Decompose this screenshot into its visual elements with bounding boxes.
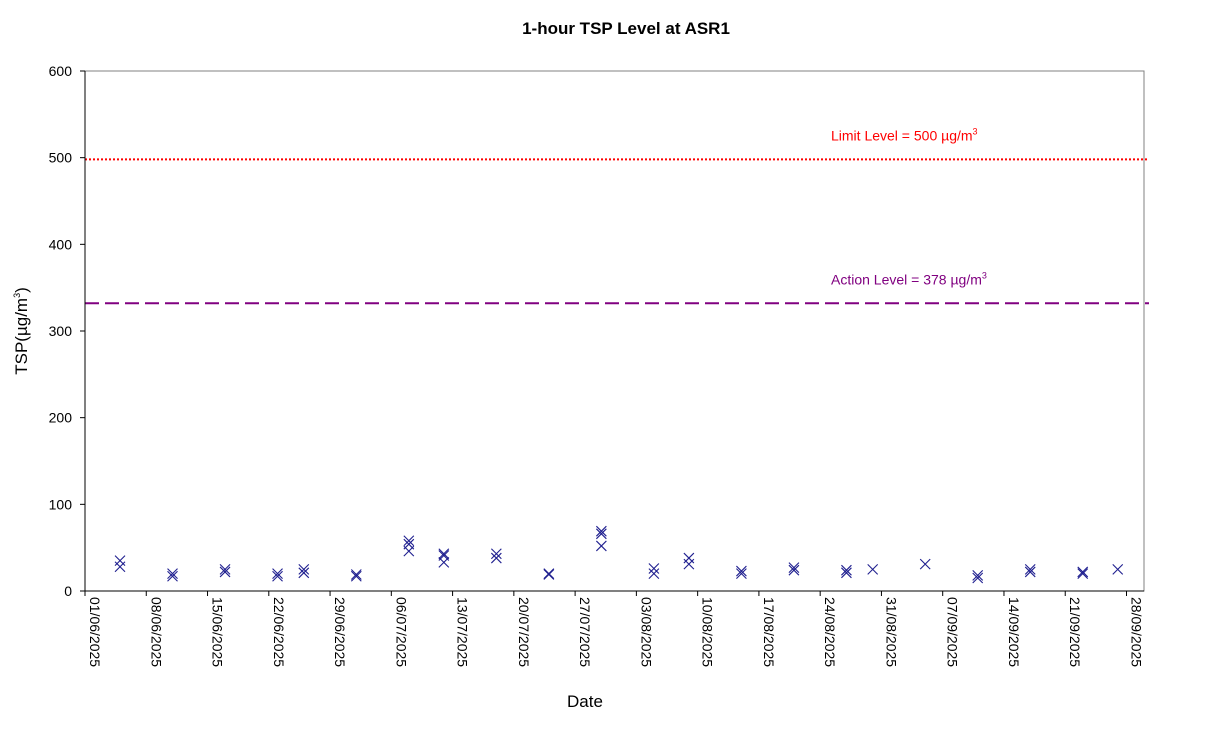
- y-tick-label: 400: [49, 236, 73, 252]
- x-axis: 01/06/2025 08/06/2025 15/06/2025 22/06/2025…: [84, 590, 1144, 667]
- action-level-label-text: Action Level = 378: [831, 271, 950, 287]
- x-tick-label: 28/09/2025: [1128, 597, 1144, 667]
- y-tick-label: 300: [49, 323, 73, 339]
- data-point: [1024, 563, 1036, 575]
- data-point: [841, 564, 852, 576]
- data-point: [648, 568, 660, 580]
- chart-title: 1-hour TSP Level at ASR1: [522, 19, 730, 38]
- data-point: [219, 566, 231, 578]
- limit-level-label-sup: 3: [973, 126, 978, 136]
- data-point: [167, 570, 178, 582]
- data-point: [490, 552, 502, 564]
- data-point: [972, 570, 984, 581]
- data-point: [788, 564, 800, 576]
- action-level-label-sup: 3: [982, 270, 987, 280]
- data-point: [595, 540, 607, 552]
- action-level-label-unit: µg/m: [950, 271, 981, 287]
- x-tick-label: 21/09/2025: [1067, 597, 1083, 667]
- y-axis-title-main: TSP(: [12, 336, 31, 375]
- y-tick-label: 200: [49, 410, 73, 426]
- data-point: [595, 528, 607, 540]
- data-point: [648, 563, 660, 574]
- data-point: [114, 561, 126, 573]
- x-tick-label: 06/07/2025: [393, 597, 409, 667]
- data-point: [438, 548, 450, 560]
- data-point: [272, 568, 283, 580]
- data-point: [867, 563, 879, 575]
- action-level-label: Action Level = 378 µg/m3: [831, 270, 987, 287]
- y-axis-title: TSP(µg/m3): [12, 287, 31, 375]
- x-tick-label: 14/09/2025: [1006, 597, 1022, 667]
- data-point: [438, 557, 450, 568]
- data-point: [736, 568, 747, 580]
- data-point: [1112, 563, 1124, 575]
- y-axis-title-sup: 3: [12, 293, 22, 298]
- data-point: [543, 568, 555, 580]
- x-tick-label: 01/06/2025: [87, 597, 103, 667]
- y-tick-label: 0: [64, 583, 72, 599]
- x-tick-label: 31/08/2025: [883, 597, 899, 667]
- x-tick-label: 24/08/2025: [822, 597, 838, 667]
- data-points: [114, 525, 1124, 584]
- x-tick-label: 17/08/2025: [761, 597, 777, 667]
- data-point: [403, 545, 415, 557]
- x-tick-label: 07/09/2025: [945, 597, 961, 667]
- x-tick-label: 10/08/2025: [700, 597, 716, 667]
- x-tick-label: 15/06/2025: [210, 597, 226, 667]
- data-point: [167, 568, 178, 580]
- data-point: [972, 572, 984, 584]
- data-point: [683, 558, 695, 570]
- data-point: [788, 562, 800, 573]
- data-point: [298, 567, 310, 579]
- y-tick-label: 600: [49, 63, 73, 79]
- limit-level-label-text: Limit Level = 500: [831, 127, 941, 143]
- data-point: [490, 548, 502, 560]
- x-tick-label: 13/07/2025: [455, 597, 471, 667]
- y-axis-title-unit: µg/m: [12, 298, 31, 336]
- data-point: [919, 558, 931, 570]
- x-tick-label: 08/06/2025: [148, 597, 164, 667]
- data-point: [350, 570, 362, 582]
- data-point: [736, 565, 747, 577]
- data-point: [595, 525, 607, 537]
- data-point: [350, 569, 362, 580]
- x-tick-label: 03/08/2025: [638, 597, 654, 667]
- data-point: [272, 570, 283, 582]
- data-point: [1077, 566, 1089, 578]
- y-axis-title-close: ): [12, 287, 31, 293]
- limit-level-label-unit: µg/m: [941, 127, 972, 143]
- data-point: [841, 567, 852, 579]
- x-tick-label: 27/07/2025: [577, 597, 593, 667]
- data-point: [219, 563, 231, 575]
- data-point: [543, 569, 555, 580]
- x-tick-label: 20/07/2025: [516, 597, 532, 667]
- data-point: [1024, 566, 1036, 578]
- y-tick-label: 500: [49, 150, 73, 166]
- x-tick-label: 22/06/2025: [271, 597, 287, 667]
- data-point: [403, 535, 415, 547]
- x-tick-label: 29/06/2025: [332, 597, 348, 667]
- y-axis: 0 100 200 300 400 500 600: [49, 63, 86, 599]
- limit-level-label: Limit Level = 500 µg/m3: [831, 126, 978, 143]
- data-point: [1077, 568, 1089, 580]
- y-tick-label: 100: [49, 496, 73, 512]
- data-point: [298, 563, 310, 575]
- x-axis-title: Date: [567, 692, 603, 711]
